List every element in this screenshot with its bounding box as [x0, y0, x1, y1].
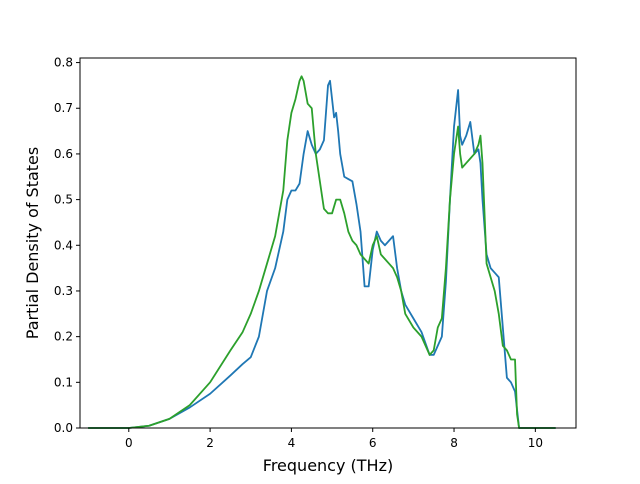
plot-frame — [79, 57, 577, 429]
y-tick-label: 0.6 — [54, 147, 73, 161]
y-tick-label: 0.2 — [54, 330, 73, 344]
y-tick-label: 0.4 — [54, 238, 73, 252]
x-tick-label: 4 — [288, 436, 296, 450]
y-tick-label: 0.1 — [54, 375, 73, 389]
series-layer — [88, 75, 556, 429]
y-tick-label: 0.5 — [54, 193, 73, 207]
x-tick-label: 2 — [206, 436, 214, 450]
series-line-2 — [88, 75, 556, 429]
x-tick-label: 8 — [450, 436, 458, 450]
y-tick-label: 0.0 — [54, 421, 73, 435]
x-axis-label: Frequency (THz) — [263, 456, 393, 475]
y-tick-label: 0.8 — [54, 56, 73, 70]
y-tick-label: 0.3 — [54, 284, 73, 298]
x-tick-label: 6 — [369, 436, 377, 450]
y-tick-label: 0.7 — [54, 101, 73, 115]
tick-layer: 0 2 4 6 8 10 0.0 0.1 0.2 0.3 0.4 0.5 0.6 0.7 0.8 — [54, 56, 543, 450]
y-axis-label: Partial Density of States — [23, 147, 42, 339]
x-tick-label: 10 — [528, 436, 543, 450]
x-tick-label: 0 — [125, 436, 133, 450]
